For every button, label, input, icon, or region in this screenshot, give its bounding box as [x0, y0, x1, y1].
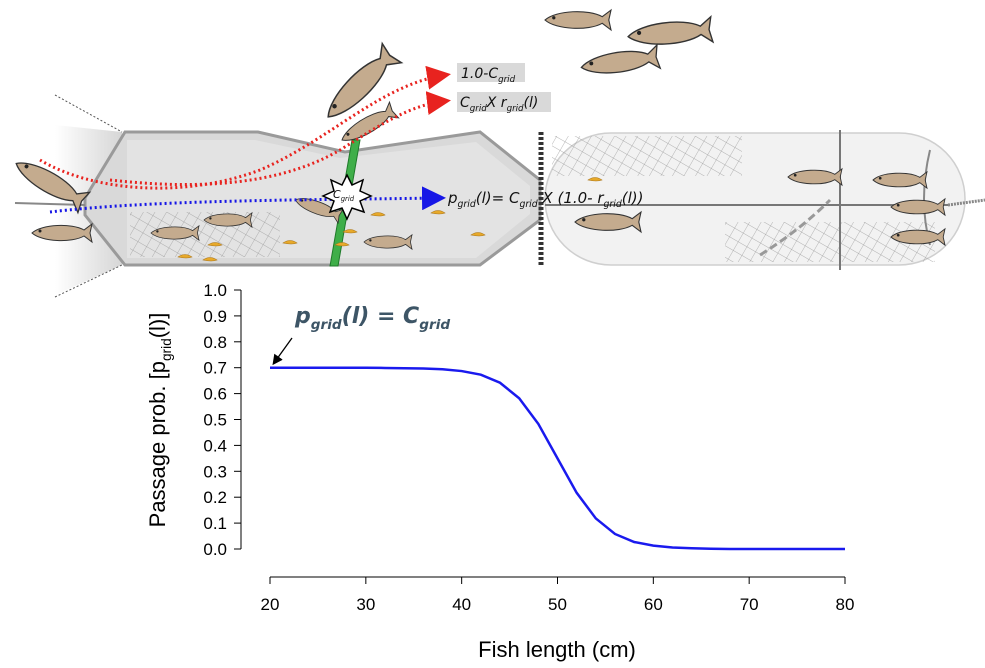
y-tick-label: 0.2	[203, 488, 227, 507]
subscript: grid	[341, 195, 355, 203]
y-tick-label: 0.7	[203, 359, 227, 378]
data-line	[270, 368, 845, 549]
text-part: (l)	[524, 95, 539, 111]
text-part: 1.0-C	[461, 66, 498, 82]
subscript: grid	[159, 338, 174, 361]
subscript: grid	[458, 199, 476, 210]
text-part: Passage prob. [p	[145, 361, 170, 527]
x-tick-label: 40	[452, 595, 471, 614]
text-part: X (1.0- r	[538, 189, 605, 207]
y-axis-label: Passage prob. [pgrid(l)]	[145, 313, 174, 528]
y-tick-label: 0.0	[203, 540, 227, 559]
y-tick-label: 0.8	[203, 333, 227, 352]
subscript: grid	[507, 104, 524, 114]
trawl-diagram	[10, 10, 985, 297]
y-tick-label: 0.3	[203, 462, 227, 481]
subscript: grid	[311, 317, 342, 333]
x-tick-label: 30	[356, 595, 375, 614]
y-tick-label: 1.0	[203, 281, 227, 300]
text-part: C	[460, 95, 470, 111]
text-part: p	[447, 189, 458, 207]
text-part: (l)= C	[476, 189, 520, 207]
net-mesh	[552, 136, 742, 176]
y-tick-label: 0.4	[203, 436, 227, 455]
x-tick-label: 60	[644, 595, 663, 614]
annotation-arrow	[274, 338, 292, 363]
figure: 1.0-CgridCgridX rgrid(l)Cgridpgrid(l)= C…	[0, 0, 985, 668]
subscript: grid	[498, 75, 515, 85]
y-tick-label: 0.9	[203, 307, 227, 326]
text-part: X r	[486, 95, 508, 111]
text-part: (l) = C	[342, 304, 420, 329]
subscript: grid	[470, 104, 487, 114]
y-tick-label: 0.5	[203, 411, 227, 430]
text-part: (l))	[622, 189, 644, 207]
text-part: p	[294, 304, 311, 329]
subscript: grid	[519, 199, 537, 210]
y-tick-label: 0.6	[203, 385, 227, 404]
x-tick-label: 50	[548, 595, 567, 614]
x-tick-label: 80	[836, 595, 855, 614]
x-tick-label: 70	[740, 595, 759, 614]
subscript: grid	[604, 199, 622, 210]
text-part: (l)]	[145, 313, 170, 339]
subscript: grid	[419, 317, 450, 333]
x-tick-label: 20	[261, 595, 280, 614]
y-tick-label: 0.1	[203, 514, 227, 533]
annotation: pgrid(l) = Cgrid	[294, 304, 450, 333]
x-axis-label: Fish length (cm)	[478, 637, 636, 662]
